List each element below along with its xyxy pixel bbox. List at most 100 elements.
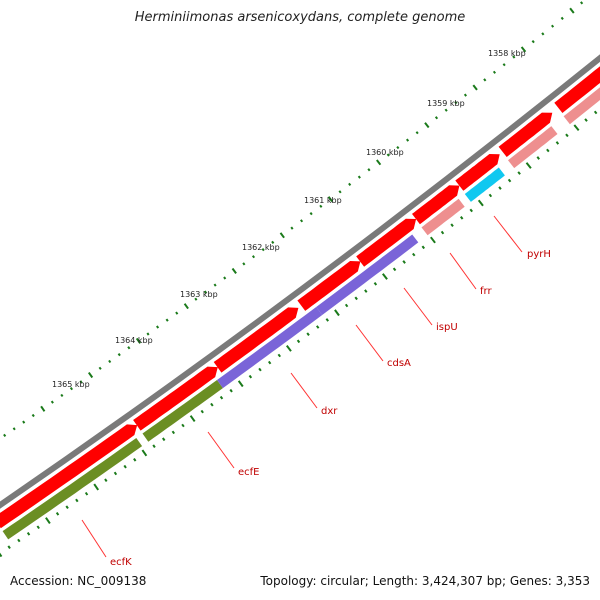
inner-tick [219,395,224,400]
cds-ecfE [142,380,223,442]
second-cds-track [2,87,600,540]
inner-tick [392,267,397,272]
inner-tick [104,478,108,482]
outer-tick [531,39,535,44]
gene-label-ispU: ispU [436,322,458,333]
outer-scale-ticks [3,1,584,437]
inner-tick [84,491,89,496]
outer-tick [463,93,468,97]
inner-scale-ticks [0,110,598,558]
outer-tick [242,262,246,266]
outer-tick [117,353,121,357]
outer-tick [60,393,64,397]
outer-tick [183,303,189,310]
inner-tick [430,236,436,244]
leader-line-dxr [290,372,318,409]
inner-tick [477,199,484,207]
forward-cds-3 [297,261,361,311]
inner-tick [248,374,253,379]
outer-tick [551,24,555,28]
outer-tick [472,84,478,91]
kbp-label-1361: 1361 kbp [304,196,342,205]
inner-tick [402,260,406,264]
inner-tick [181,423,185,428]
forward-cds-2 [213,307,299,373]
cds-pyrH [464,167,505,202]
inner-tick [210,402,214,407]
inner-tick [152,444,156,448]
outer-tick [454,100,458,105]
genome-backbone [0,54,600,509]
outer-tick [560,16,564,20]
outer-tick [541,32,545,36]
outer-tick [251,255,256,259]
inner-tick [171,430,176,435]
leader-line-frr [449,252,477,290]
outer-tick [444,108,448,112]
inner-tick [412,252,416,257]
inner-tick [65,505,69,509]
outer-tick [22,420,26,424]
kbp-labels: 1358 kbp 1359 kbp 1360 kbp 1361 kbp 1362… [52,49,526,389]
outer-tick [165,318,169,322]
inner-tick [229,388,233,393]
outer-tick [231,267,237,274]
outer-tick [146,332,150,336]
inner-tick [507,178,512,183]
inner-tick [421,245,426,250]
inner-tick [354,296,358,301]
gene-labels: pyrH frr ispU cdsA dxr ecfE ecfK [81,215,551,568]
forward-cds-8 [554,66,600,113]
outer-tick [376,159,382,166]
inner-tick [459,216,464,220]
inner-tick [123,464,127,469]
inner-tick [93,483,100,491]
inner-tick [555,141,560,145]
inner-tick [546,148,550,153]
cds-cdsA [316,234,419,315]
inner-tick [267,360,272,365]
outer-tick [79,380,83,384]
outer-tick [319,204,323,208]
accession-text: Accession: NC_009138 [10,574,147,588]
cds-frr [421,198,465,236]
inner-tick [189,415,196,422]
inner-tick [584,118,588,122]
kbp-label-1364: 1364 kbp [115,336,153,345]
outer-tick [520,46,527,53]
forward-cds-track [0,66,600,529]
outer-tick [87,372,94,379]
outer-tick [279,232,285,239]
forward-cds-6 [455,154,500,191]
inner-tick [75,498,79,503]
outer-tick [424,122,430,129]
outer-tick [271,240,275,244]
gene-label-cdsA: cdsA [387,358,411,369]
inner-tick [440,230,445,235]
kbp-label-1363: 1363 kbp [180,290,218,299]
inner-tick [133,458,137,462]
kbp-label-1360: 1360 kbp [366,148,404,157]
inner-tick [469,208,473,213]
forward-cds-5 [412,185,460,225]
inner-tick [573,124,580,132]
outer-tick [415,131,419,135]
inner-tick [258,367,262,372]
genome-summary-text: Topology: circular; Length: 3,424,307 bp… [260,574,590,588]
outer-tick [290,226,294,230]
inner-tick [296,339,301,344]
outer-tick [194,297,198,301]
inner-tick [334,309,340,317]
inner-tick [161,437,166,442]
inner-tick [382,273,388,280]
leader-line-ecfE [207,431,235,469]
leader-line-ispU [403,287,433,326]
inner-tick [315,325,320,329]
outer-tick [223,276,227,280]
inner-tick [26,532,31,536]
gene-label-ecfK: ecfK [110,557,132,568]
outer-tick [31,413,35,418]
outer-tick [299,219,304,223]
outer-tick [492,70,497,74]
